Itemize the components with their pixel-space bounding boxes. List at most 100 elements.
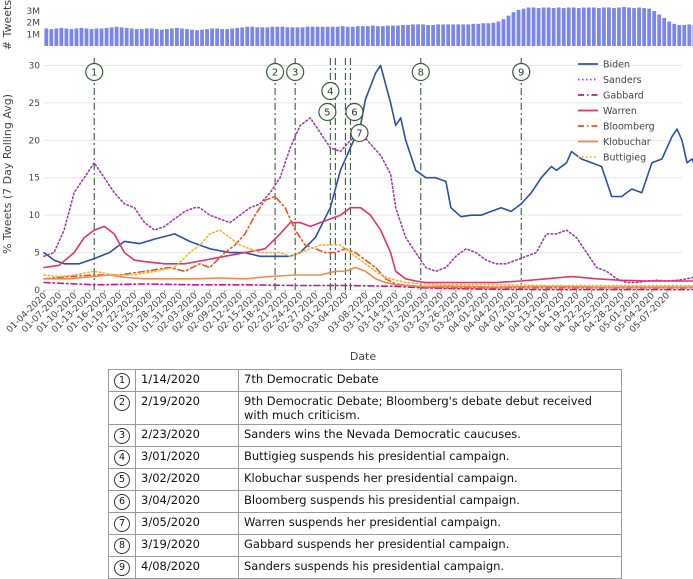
tweet-count-bar [391, 25, 395, 46]
table-row: 1 1/14/2020 7th Democratic Debate [108, 369, 622, 392]
tweet-count-bar [471, 23, 476, 46]
tweet-count-bar [69, 29, 74, 46]
tweet-count-bar [49, 29, 54, 46]
event-marker-label: 6 [351, 108, 357, 119]
event-number-cell: 8 [108, 534, 136, 557]
event-marker-3 [286, 62, 305, 82]
tweet-count-bar [260, 27, 265, 46]
series-line-klobuchar [43, 266, 693, 288]
tweet-count-bar [526, 7, 531, 46]
tweet-count-bar [74, 28, 79, 46]
event-number: 2 [114, 395, 130, 411]
series-line-buttigieg [43, 229, 693, 287]
tweet-count-bar [396, 25, 400, 46]
tweet-count-bar [295, 27, 300, 46]
legend-label-gabbard: Gabbard [603, 91, 644, 102]
tweet-count-bar [245, 26, 250, 46]
event-date: 3/02/2020 [135, 468, 239, 491]
x-axis-title: Date [350, 350, 377, 363]
tweet-count-bar [406, 25, 410, 46]
event-number-cell: 7 [108, 512, 136, 535]
tweet-count-bar [44, 28, 49, 46]
tweet-count-bar [516, 9, 521, 47]
tweet-count-bar [99, 28, 104, 46]
event-date: 1/14/2020 [135, 369, 239, 392]
legend-label-klobuchar: Klobuchar [603, 137, 651, 148]
tweet-count-bar [511, 12, 516, 46]
tweet-count-bar [591, 7, 596, 46]
tweet-count-bar [104, 27, 109, 46]
tweet-count-bar [456, 24, 461, 46]
tweet-count-bar [677, 25, 682, 46]
y-tick-label: 5 [34, 249, 40, 259]
tweet-count-bar [94, 28, 99, 46]
event-number: 7 [114, 516, 130, 532]
tweet-count-bar [607, 7, 611, 46]
tweet-count-bar [139, 29, 144, 46]
event-marker-6 [345, 102, 364, 122]
event-description: Bloomberg suspends his presidential camp… [238, 490, 622, 513]
tweet-count-bar [310, 26, 315, 46]
tweet-count-bar [149, 28, 154, 46]
tweet-count-bar [205, 29, 209, 46]
event-description: Warren suspends her presidential campaig… [238, 512, 622, 535]
tweet-count-bar [129, 28, 134, 46]
tweet-count-bar [340, 26, 345, 46]
tweet-count-bar [185, 29, 189, 46]
tweet-count-bar [285, 27, 290, 46]
tweet-count-bar [380, 26, 385, 46]
tweet-count-bar [370, 25, 375, 46]
table-row: 3 2/23/2020 Sanders wins the Nevada Democr… [108, 424, 622, 447]
event-date: 3/19/2020 [135, 534, 239, 557]
tweet-count-bar [682, 25, 687, 46]
y-tick-label: 20 [29, 136, 41, 146]
bar-y-tick: 3M [27, 7, 41, 17]
tweet-count-bar [159, 29, 164, 46]
tweet-count-bar [521, 8, 526, 46]
tweet-count-bar [441, 24, 446, 46]
tweet-count-bar [506, 15, 511, 46]
tweet-count-bar [541, 7, 546, 46]
tweet-count-bar [124, 27, 129, 46]
table-row: 4 3/01/2020 Buttigieg suspends his preside… [108, 446, 622, 469]
tweet-count-bar [496, 21, 501, 46]
table-row: 6 3/04/2020 Bloomberg suspends his preside… [108, 490, 622, 513]
tweet-count-bar [466, 24, 471, 46]
tweet-count-bar [451, 24, 456, 46]
tweet-count-bar [210, 28, 214, 46]
y-tick-label: 30 [29, 61, 41, 71]
tweet-count-bar [642, 8, 647, 47]
bar-y-tick: 1M [27, 30, 41, 40]
tweet-count-bar [169, 28, 174, 46]
event-number-cell: 1 [108, 369, 136, 392]
legend-label-biden: Biden [603, 60, 630, 71]
tweet-count-bar [612, 8, 616, 47]
y-tick-label: 15 [29, 174, 40, 184]
tweet-count-bar [250, 26, 255, 46]
tweet-count-bar [576, 8, 581, 47]
tweet-count-bar [662, 18, 667, 46]
tweet-count-bar [461, 24, 466, 46]
tweet-count-bar [481, 23, 486, 46]
tweet-count-bar [501, 19, 506, 46]
tweet-count-bar [637, 7, 641, 46]
tweet-count-bar [426, 25, 430, 46]
event-date: 4/08/2020 [135, 556, 239, 579]
bar-y-tick: 2M [27, 19, 41, 29]
tweet-count-bar [175, 27, 179, 46]
event-number: 4 [114, 450, 130, 466]
legend-label-bloomberg: Bloomberg [603, 122, 655, 133]
tweet-count-bar [416, 24, 420, 46]
event-date: 2/19/2020 [135, 391, 239, 425]
tweet-count-bar [230, 28, 235, 46]
tweet-count-bar [491, 22, 496, 46]
y-tick-label: 0 [34, 286, 40, 296]
event-description: 9th Democratic Debate; Bloomberg's debat… [238, 391, 622, 425]
tweet-count-bar [657, 14, 662, 46]
tweet-count-bar [446, 24, 451, 46]
event-marker-label: 7 [356, 129, 362, 140]
tweet-count-bar [581, 7, 586, 46]
tweet-count-bar [154, 29, 159, 46]
tweet-count-bar [320, 26, 325, 46]
